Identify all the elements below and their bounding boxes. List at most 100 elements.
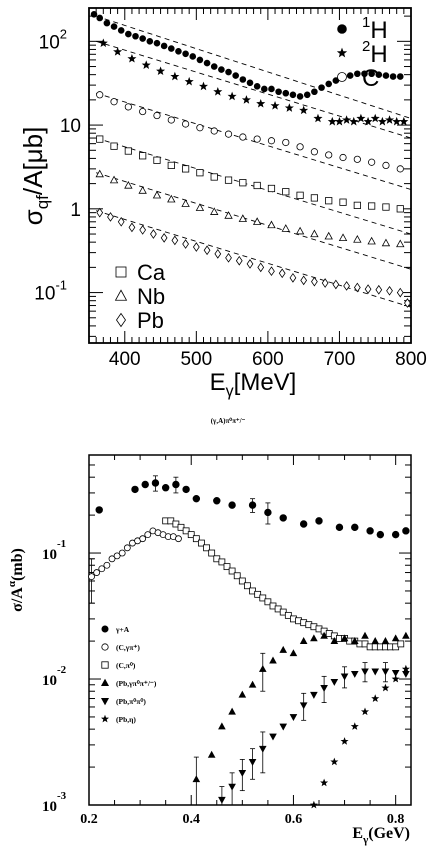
- top-xlabel-main: E: [210, 369, 226, 396]
- top-x-tick-label: 700: [324, 349, 356, 370]
- data-point: [261, 85, 268, 93]
- top-series-2h: [98, 38, 409, 126]
- data-point: [368, 158, 376, 166]
- data-point: [269, 733, 277, 741]
- data-point: [141, 60, 151, 69]
- top-series-pb: [96, 207, 411, 308]
- data-point: [367, 236, 376, 245]
- data-point: [241, 95, 251, 104]
- data-point: [224, 176, 233, 184]
- data-point: [113, 47, 123, 56]
- legend-marker: [101, 643, 109, 651]
- data-point: [248, 759, 257, 766]
- legend-label: γ+A: [115, 625, 130, 634]
- bottom-y-tick-label: 10-1: [42, 538, 66, 563]
- data-point: [203, 544, 210, 552]
- top-y-tick-exponent: -1: [55, 278, 67, 293]
- data-point: [371, 668, 380, 676]
- data-point: [385, 115, 395, 124]
- data-point: [335, 523, 344, 532]
- data-point: [98, 38, 108, 48]
- data-point: [196, 56, 204, 64]
- top-model-curve: [96, 92, 412, 190]
- data-point: [330, 757, 339, 766]
- data-point: [182, 239, 189, 249]
- data-point: [296, 143, 304, 151]
- data-point: [225, 252, 232, 263]
- data-point: [252, 217, 262, 225]
- data-point: [343, 281, 350, 291]
- top-chart-ticks: [88, 8, 412, 343]
- legend-name: H: [370, 41, 387, 68]
- data-point: [132, 32, 139, 40]
- data-point: [181, 199, 190, 207]
- bottom-series-c: [88, 527, 182, 604]
- data-point: [371, 637, 380, 644]
- svg-text:σ/Aα(mb): σ/Aα(mb): [6, 548, 26, 612]
- data-point: [375, 71, 383, 78]
- top-y-tick-label: 1: [70, 200, 81, 221]
- data-point: [368, 70, 375, 78]
- data-point: [376, 530, 385, 539]
- data-point: [334, 116, 344, 126]
- data-point: [258, 664, 267, 672]
- data-point: [353, 235, 362, 243]
- legend-name: H: [370, 17, 387, 44]
- data-point: [340, 737, 349, 745]
- legend-marker: [101, 625, 109, 633]
- data-point: [381, 238, 391, 247]
- bottom-chart-y-axis-label: σ/Aα(mb): [6, 548, 26, 612]
- data-point: [235, 255, 243, 266]
- data-point: [198, 81, 209, 91]
- bottom-xlabel-unit: (GeV): [368, 825, 410, 842]
- data-point: [349, 116, 359, 126]
- top-y-tick-label: 102: [39, 26, 67, 53]
- legend-label: (Pb,γπ⁰π⁺/⁻): [116, 679, 157, 688]
- data-point: [310, 691, 318, 699]
- data-point: [279, 514, 287, 522]
- data-point: [172, 480, 180, 489]
- data-point: [153, 156, 161, 164]
- data-point: [170, 71, 180, 81]
- legend-marker: [337, 24, 347, 34]
- data-point: [386, 285, 393, 296]
- data-point: [391, 669, 400, 677]
- data-point: [311, 276, 318, 287]
- data-point: [377, 116, 387, 126]
- bottom-series-pb: [309, 664, 410, 809]
- data-point: [310, 634, 318, 642]
- data-point: [96, 91, 104, 99]
- data-point: [113, 552, 121, 560]
- data-point: [366, 527, 374, 535]
- data-point: [246, 79, 254, 87]
- data-point: [227, 91, 237, 101]
- legend-marker: [114, 289, 128, 301]
- legend-label: (C,γπ⁺): [116, 643, 140, 652]
- data-point: [371, 694, 380, 702]
- data-point: [299, 637, 308, 644]
- data-point: [160, 42, 168, 50]
- data-point: [396, 165, 404, 173]
- data-point: [223, 563, 231, 571]
- data-point: [363, 116, 373, 126]
- data-point: [139, 225, 147, 235]
- data-point: [253, 83, 261, 90]
- bottom-series-c: [162, 517, 405, 651]
- data-point: [195, 203, 205, 211]
- data-point: [356, 113, 366, 123]
- top-x-tick-label: 600: [252, 349, 284, 370]
- data-point: [152, 190, 162, 199]
- top-chart: 102 10 1 10-1 400 500 600 700 800 σqf/A[μb] Eγ[…: [18, 7, 427, 400]
- data-point: [238, 577, 246, 585]
- data-point: [299, 105, 309, 115]
- data-point: [123, 544, 131, 552]
- data-point: [139, 535, 147, 543]
- data-point: [182, 120, 190, 128]
- data-point: [103, 19, 111, 27]
- data-point: [397, 640, 405, 648]
- data-point: [203, 245, 211, 256]
- data-point: [296, 191, 304, 199]
- top-series-1h: [90, 11, 404, 100]
- top-xlabel-sub: γ: [226, 383, 234, 400]
